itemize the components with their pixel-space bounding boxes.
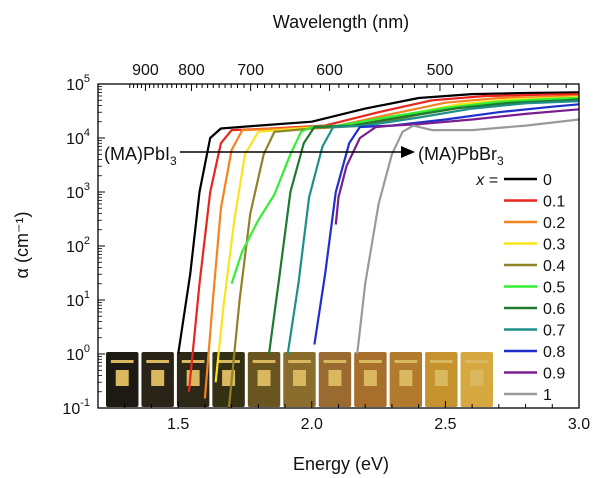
sample-swatch bbox=[106, 352, 139, 407]
legend-label: 0.1 bbox=[543, 194, 565, 211]
legend-item: 0 bbox=[504, 172, 552, 189]
sample-swatch bbox=[318, 352, 352, 407]
swatch-contact-bar bbox=[181, 360, 205, 363]
annotation-mapbbr3: (MA)PbBr3 bbox=[418, 144, 504, 168]
legend-item: 0.2 bbox=[504, 215, 565, 232]
swatch-contact-bar bbox=[323, 360, 347, 363]
swatch-contact-bar bbox=[217, 360, 240, 363]
legend-title: x = bbox=[475, 172, 498, 189]
series-line-0.5 bbox=[230, 96, 580, 285]
legend-label: 0.4 bbox=[543, 258, 565, 275]
y-tick-label: 104 bbox=[66, 127, 90, 148]
legend: x = 0 0.1 0.2 0.3 0.4 0.5 0.6 0.7 0.8 0.9 1 bbox=[475, 172, 565, 404]
sample-swatch bbox=[354, 352, 387, 407]
top-axis-title: Wavelength (nm) bbox=[273, 12, 409, 32]
y-tick-label: 105 bbox=[66, 73, 90, 94]
y-tick-label: 102 bbox=[66, 235, 90, 256]
axes-layer: 1.5 2.0 2.5 3.0 900 800 700 600 500 10-1 100 101 102… bbox=[62, 62, 590, 433]
annotation-mapbi3-text: (MA)PbI bbox=[104, 144, 170, 164]
legend-label: 1 bbox=[543, 387, 552, 404]
top-tick-label: 900 bbox=[132, 62, 159, 79]
legend-label: 0.5 bbox=[543, 280, 565, 297]
sample-swatch-row bbox=[106, 352, 493, 407]
y-tick-label: 100 bbox=[66, 343, 90, 364]
series-line-0.8 bbox=[313, 103, 580, 345]
sample-swatch bbox=[176, 352, 210, 407]
legend-label: 0.6 bbox=[543, 301, 565, 318]
sample-swatch bbox=[460, 352, 493, 407]
top-tick-label: 600 bbox=[316, 62, 343, 79]
legend-item: 0.1 bbox=[504, 194, 565, 211]
top-tick-label: 500 bbox=[427, 62, 454, 79]
legend-label: 0.7 bbox=[543, 323, 565, 340]
series-line-0.6 bbox=[267, 98, 580, 355]
swatch-contact-bar bbox=[429, 360, 453, 363]
swatch-contact-bar bbox=[252, 360, 276, 363]
series-line-1 bbox=[356, 118, 580, 355]
sample-swatch bbox=[247, 352, 281, 407]
swatch-contact-pad bbox=[293, 370, 306, 386]
swatch-contact-pad bbox=[328, 370, 342, 386]
top-tick-label: 800 bbox=[178, 62, 205, 79]
swatch-contact-pad bbox=[115, 370, 129, 386]
legend-item: 1 bbox=[504, 387, 552, 404]
legend-item: 0.5 bbox=[504, 280, 565, 297]
annotation-mapbbr3-subscript: 3 bbox=[497, 154, 504, 168]
series-line-0.7 bbox=[286, 100, 580, 355]
legend-item: 0.4 bbox=[504, 258, 565, 275]
swatch-contact-bar bbox=[394, 360, 418, 363]
swatch-contact-pad bbox=[363, 370, 377, 386]
swatch-contact-pad bbox=[470, 370, 484, 386]
x-tick-label: 3.0 bbox=[568, 416, 590, 433]
y-axis-title: α (cm⁻¹) bbox=[12, 212, 32, 279]
composition-arrow bbox=[180, 146, 415, 158]
swatch-contact-bar bbox=[359, 360, 382, 363]
series-line-0.9 bbox=[334, 108, 580, 225]
legend-item: 0.8 bbox=[504, 344, 565, 361]
legend-label: 0.3 bbox=[543, 237, 565, 254]
annotation-mapbbr3-text: (MA)PbBr bbox=[418, 144, 497, 164]
x-tick-label: 2.5 bbox=[434, 416, 456, 433]
swatch-contact-pad bbox=[434, 370, 448, 386]
sample-swatch bbox=[141, 352, 174, 407]
top-tick-label: 700 bbox=[237, 62, 264, 79]
swatch-contact-pad bbox=[257, 370, 271, 386]
legend-item: 0.3 bbox=[504, 237, 565, 254]
series-layer bbox=[177, 91, 580, 409]
annotation-mapbi3: (MA)PbI3 bbox=[104, 144, 177, 168]
swatch-contact-bar bbox=[146, 360, 170, 363]
legend-label: 0 bbox=[543, 172, 552, 189]
x-tick-label: 2.0 bbox=[301, 416, 323, 433]
swatch-contact-bar bbox=[110, 360, 134, 363]
x-axis-title: Energy (eV) bbox=[293, 454, 389, 474]
sample-swatch bbox=[425, 352, 458, 407]
swatch-contact-pad bbox=[151, 370, 165, 386]
series-line-0 bbox=[177, 91, 580, 355]
swatch-contact-bar bbox=[465, 360, 489, 363]
y-tick-label: 101 bbox=[66, 289, 90, 310]
legend-label: 0.2 bbox=[543, 215, 565, 232]
sample-swatch bbox=[283, 352, 316, 407]
swatch-contact-bar bbox=[288, 360, 311, 363]
y-tick-label: 103 bbox=[66, 181, 90, 202]
x-tick-label: 1.5 bbox=[167, 416, 189, 433]
swatch-contact-pad bbox=[399, 370, 413, 386]
y-tick-label: 10-1 bbox=[62, 397, 90, 418]
legend-item: 0.9 bbox=[504, 366, 565, 383]
legend-label: 0.8 bbox=[543, 344, 565, 361]
sample-swatch bbox=[389, 352, 423, 407]
legend-item: 0.7 bbox=[504, 323, 565, 340]
legend-item: 0.6 bbox=[504, 301, 565, 318]
annotation-mapbi3-subscript: 3 bbox=[170, 154, 177, 168]
legend-label: 0.9 bbox=[543, 366, 565, 383]
